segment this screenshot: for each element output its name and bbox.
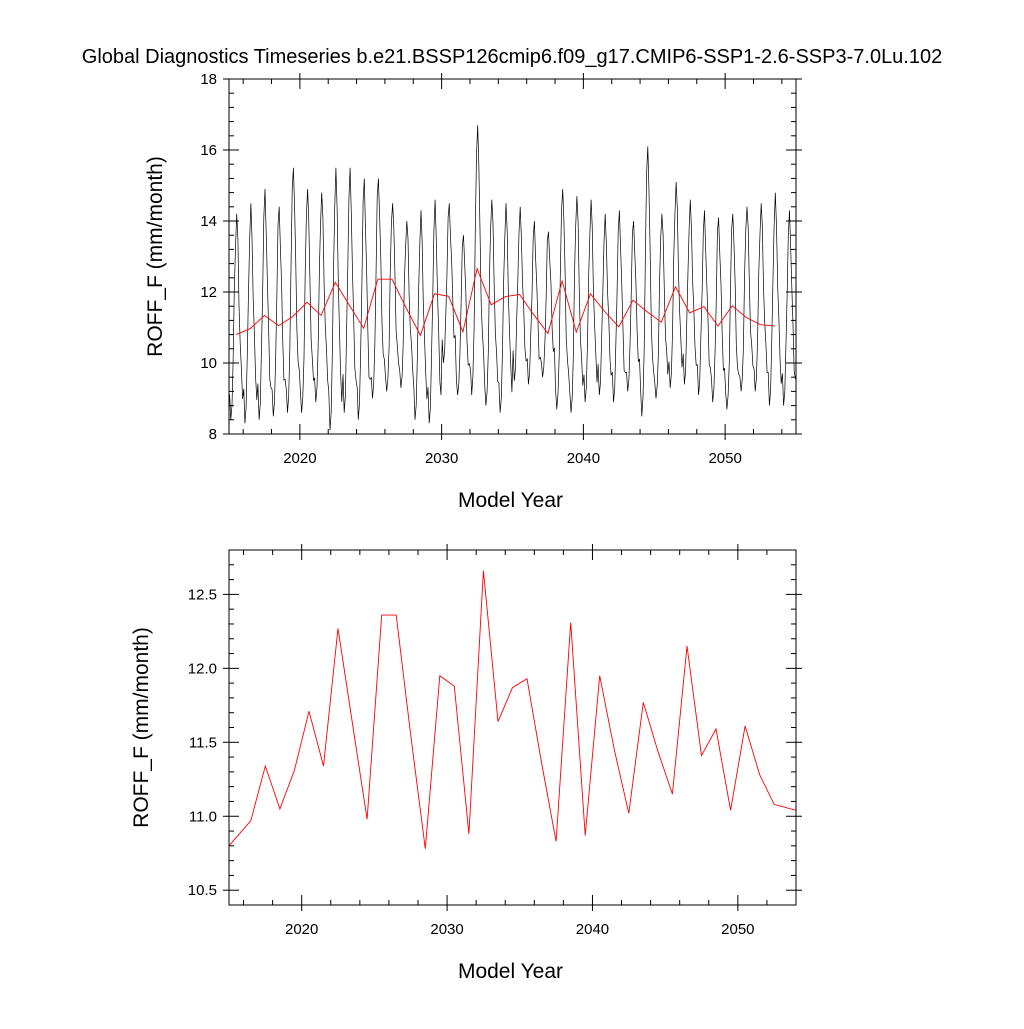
y-tick-label: 12.0 bbox=[188, 660, 217, 677]
y-axis-label: ROFF_F (mm/month) bbox=[130, 627, 153, 828]
y-tick-label: 18 bbox=[200, 71, 217, 88]
timeseries-panel-top: 2020 2030 2040 2050 8 10 12 14 16 18 Model Year ROF… bbox=[144, 71, 802, 512]
series-line-monthly bbox=[229, 125, 796, 431]
plot-frame bbox=[228, 78, 797, 435]
timeseries-panel-bottom: 2020 2030 2040 2050 10.5 11.0 11.5 12.0 12.5 Mode… bbox=[130, 544, 802, 983]
x-tick-label: 2030 bbox=[430, 921, 463, 938]
y-tick-label: 10.5 bbox=[188, 882, 217, 899]
y-tick-label: 11.0 bbox=[189, 808, 217, 825]
y-tick-label: 11.5 bbox=[189, 734, 217, 751]
series-line-annual bbox=[235, 267, 775, 337]
y-tick-label: 8 bbox=[209, 426, 217, 443]
x-tick-label: 2030 bbox=[425, 450, 458, 467]
x-tick-label: 2040 bbox=[576, 921, 609, 938]
x-tick-label: 2050 bbox=[721, 921, 754, 938]
x-axis-label: Model Year bbox=[458, 489, 563, 512]
x-tick-label: 2020 bbox=[283, 450, 316, 467]
series-line-annual bbox=[228, 570, 797, 849]
y-tick-label: 10 bbox=[200, 355, 217, 372]
y-axis-label: ROFF_F (mm/month) bbox=[144, 156, 167, 357]
chart-title: Global Diagnostics Timeseries b.e21.BSSP… bbox=[82, 46, 942, 68]
y-tick-label: 16 bbox=[200, 142, 217, 159]
x-tick-label: 2040 bbox=[567, 450, 600, 467]
y-tick-label: 14 bbox=[200, 213, 217, 230]
y-tick-label: 12.5 bbox=[188, 586, 217, 603]
y-tick-label: 12 bbox=[200, 284, 217, 301]
x-axis-label: Model Year bbox=[458, 960, 563, 983]
x-tick-label: 2020 bbox=[285, 921, 318, 938]
x-tick-label: 2050 bbox=[708, 450, 741, 467]
